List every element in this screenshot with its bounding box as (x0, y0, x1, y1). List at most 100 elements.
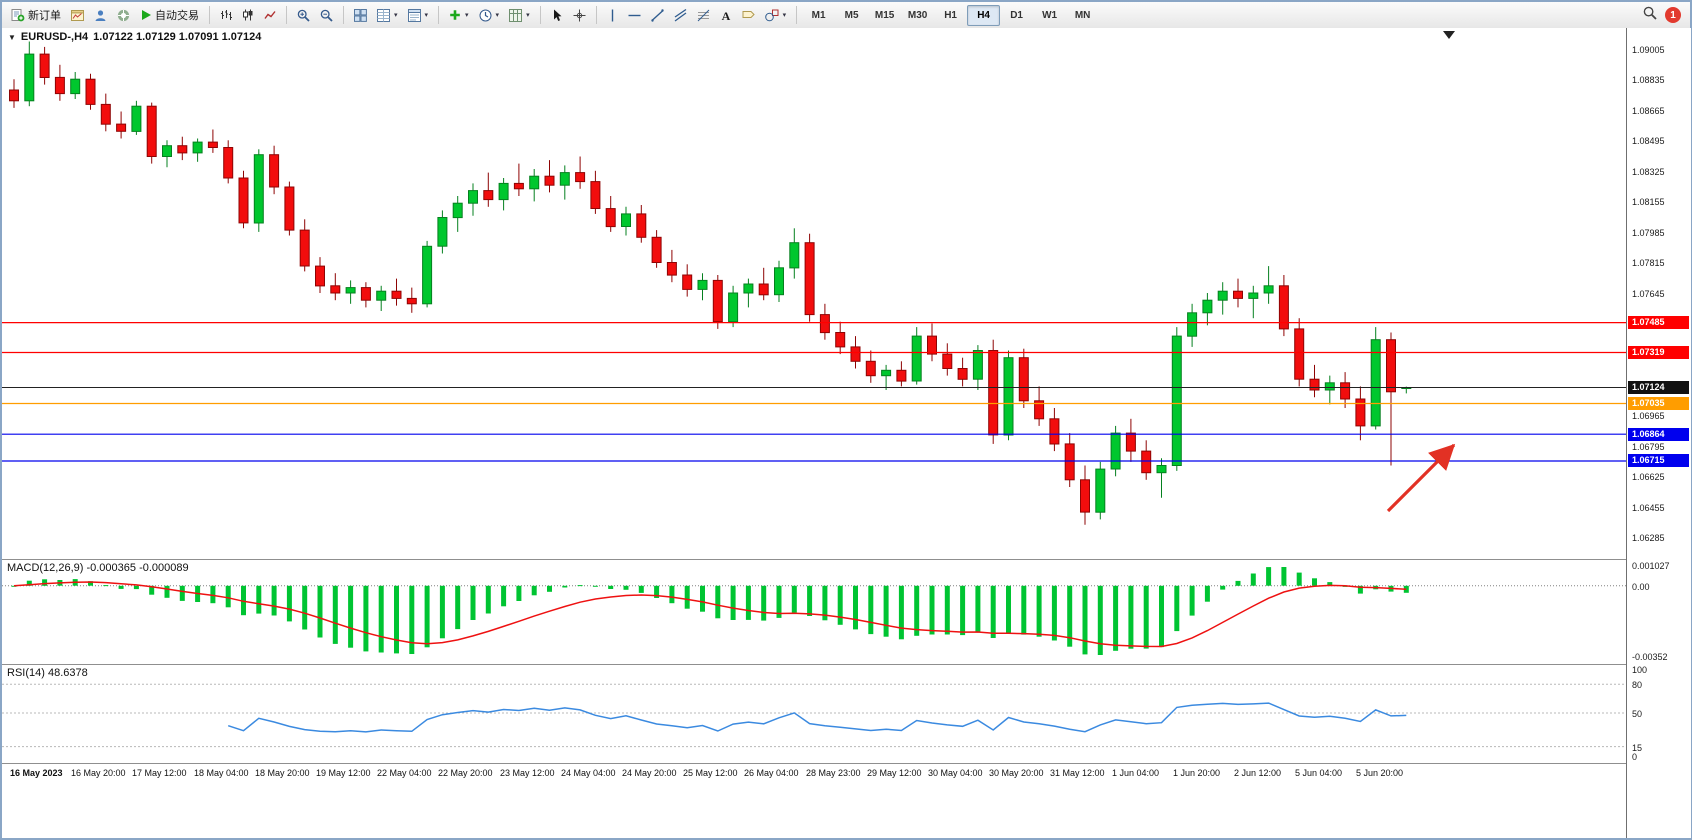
time-label: 28 May 23:00 (806, 768, 861, 778)
price-level-badge: 1.07319 (1628, 345, 1689, 359)
axis-label: 1.07645 (1632, 288, 1665, 299)
axis-label: 1.06455 (1632, 502, 1665, 513)
zoom-out-icon (320, 9, 333, 22)
timeframe-m30-button[interactable]: M30 (907, 9, 928, 21)
axis-label: 1.08325 (1632, 166, 1665, 177)
macd-panel[interactable] (2, 559, 1626, 668)
new-order-button[interactable]: 新订单 (6, 3, 66, 27)
auto-trading-button[interactable]: 自动交易 (135, 3, 204, 27)
time-label: 26 May 04:00 (744, 768, 799, 778)
shapes-button[interactable]: ▾ (760, 3, 792, 27)
toolbar-separator (438, 6, 440, 24)
indicators-button[interactable]: ▾ (444, 3, 474, 27)
timeframe-d1-button[interactable]: D1 (1010, 9, 1023, 21)
toolbar-separator (539, 6, 541, 24)
price-level-badge: 1.06864 (1628, 427, 1689, 441)
time-label: 19 May 12:00 (316, 768, 371, 778)
axis-label: 0.001027 (1632, 561, 1670, 571)
trendline-button[interactable] (646, 3, 669, 27)
timeframe-mn-button[interactable]: MN (1074, 9, 1091, 21)
axis-label: 15 (1632, 742, 1643, 753)
crosshair-button[interactable] (568, 3, 591, 27)
search-icon[interactable] (1643, 6, 1657, 25)
vertical-line-button[interactable] (602, 3, 623, 27)
chart-title: ▼ EURUSD-,H4 1.07122 1.07129 1.07091 1.0… (8, 31, 261, 43)
data-window-icon (407, 8, 421, 22)
rsi-panel[interactable] (2, 664, 1626, 767)
time-label: 5 Jun 04:00 (1295, 768, 1343, 778)
axis-label: 1.07815 (1632, 258, 1665, 269)
label-icon (742, 9, 755, 22)
axis-label: 1.08835 (1632, 75, 1665, 86)
cursor-icon (551, 9, 563, 22)
horizontal-line-button[interactable] (623, 3, 646, 27)
zoom-out-button[interactable] (315, 3, 338, 27)
axis-label: 0.00 (1632, 581, 1650, 592)
tile-windows-icon (354, 8, 367, 22)
panel-separator (2, 763, 1690, 764)
symbol-dropdown-icon[interactable]: ▼ (8, 32, 16, 42)
toolbar-separator (595, 6, 597, 24)
templates-button[interactable]: ▾ (504, 3, 535, 27)
cursor-button[interactable] (546, 3, 568, 27)
fibonacci-button[interactable] (692, 3, 715, 27)
timeframe-m15-button[interactable]: M15 (874, 9, 895, 21)
axis-label: 80 (1632, 680, 1643, 691)
timeframe-m1-button[interactable]: M1 (811, 9, 826, 21)
timeframe-w1-button[interactable]: W1 (1042, 9, 1058, 21)
toolbar-separator (343, 6, 344, 24)
zoom-in-button[interactable] (292, 3, 315, 27)
time-label: 1 Jun 20:00 (1173, 768, 1221, 778)
axis-label: 1.09005 (1632, 44, 1665, 55)
timeframe-h1-button[interactable]: H1 (944, 9, 957, 21)
rsi-label: RSI(14) 48.6378 (7, 667, 88, 679)
text-icon: A (720, 9, 732, 22)
tile-windows-button[interactable] (349, 3, 372, 27)
timeframe-h4-button[interactable]: H4 (967, 4, 1001, 26)
clock-icon (479, 9, 492, 22)
price-chart-canvas[interactable] (2, 28, 1626, 563)
timeframe-m5-button[interactable]: M5 (844, 9, 859, 21)
axis-label: 1.06625 (1632, 472, 1665, 483)
time-label: 2 Jun 12:00 (1234, 768, 1282, 778)
chart-window[interactable]: ▼ EURUSD-,H4 1.07122 1.07129 1.07091 1.0… (2, 28, 1691, 838)
chart-window-button[interactable] (66, 3, 89, 27)
indicator-plus-icon (449, 9, 461, 21)
periods-button[interactable]: ▾ (474, 3, 505, 27)
market-watch-button[interactable]: ▾ (372, 3, 403, 27)
channel-button[interactable] (669, 3, 692, 27)
axis-label: 1.08155 (1632, 197, 1665, 208)
profile-button[interactable] (89, 3, 112, 27)
main-toolbar: 新订单 自动交易 ▾ ▾ ▾ ▾ ▾ A ▾ M1 M5 M15 M30 H1 H4 D1 W1 MN 1 (2, 2, 1690, 29)
label-button[interactable] (737, 3, 760, 27)
chevron-down-icon: ▾ (465, 12, 469, 19)
chart-ohlc-values: 1.07122 1.07129 1.07091 1.07124 (93, 31, 262, 43)
template-icon (509, 8, 523, 22)
axis-label: 1.08665 (1632, 105, 1665, 116)
profile-icon (94, 9, 107, 22)
bar-chart-button[interactable] (215, 3, 237, 27)
time-label: 16 May 20:00 (71, 768, 126, 778)
new-order-icon (11, 8, 25, 22)
time-label: 24 May 20:00 (622, 768, 677, 778)
time-label: 1 Jun 04:00 (1112, 768, 1160, 778)
candlestick-button[interactable] (237, 3, 259, 27)
time-label: 22 May 20:00 (438, 768, 493, 778)
svg-text:A: A (721, 9, 730, 22)
notification-badge[interactable]: 1 (1665, 7, 1681, 23)
community-button[interactable] (112, 3, 135, 27)
fibonacci-icon (697, 9, 710, 22)
price-axis: 1.09005 1.08835 1.08665 1.08495 1.08325 1.081… (1626, 28, 1691, 838)
axis-label: 100 (1632, 665, 1648, 675)
line-chart-button[interactable] (259, 3, 281, 27)
toolbar-separator (796, 6, 798, 24)
play-icon (140, 9, 152, 21)
chart-symbol-period: EURUSD-,H4 (20, 31, 89, 43)
hline-icon (628, 9, 641, 22)
market-watch-icon (377, 8, 390, 22)
text-button[interactable]: A (715, 3, 737, 27)
time-label: 23 May 12:00 (500, 768, 555, 778)
channel-icon (674, 8, 687, 22)
data-window-button[interactable]: ▾ (403, 3, 434, 27)
new-order-button-label: 新订单 (28, 10, 61, 22)
